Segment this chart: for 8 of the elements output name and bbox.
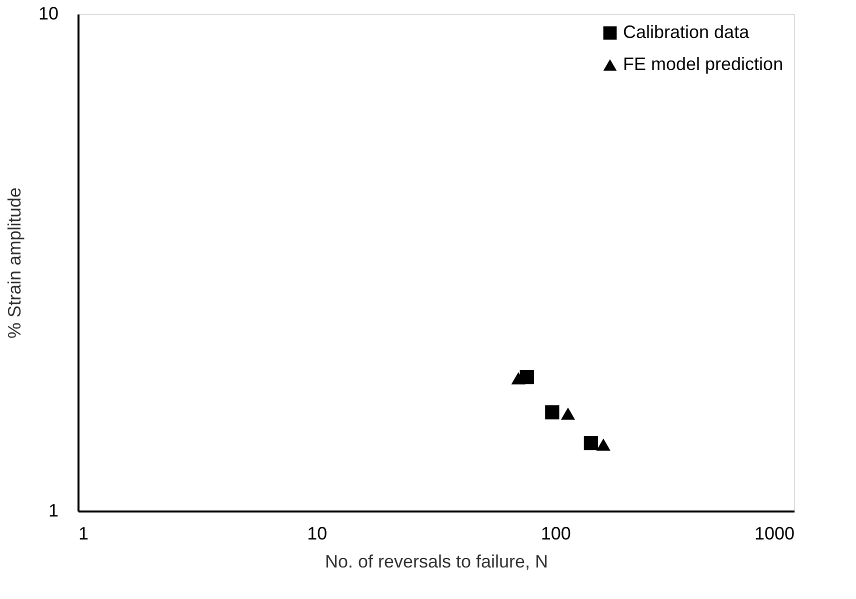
x-tick-label: 10 (307, 524, 328, 544)
legend-label: Calibration data (623, 22, 750, 42)
x-tick-label: 100 (540, 524, 571, 544)
legend-label: FE model prediction (623, 54, 784, 74)
x-tick-label: 1 (78, 524, 89, 544)
x-tick-label: 1000 (754, 524, 794, 544)
x-axis-title: No. of reversals to failure, N (324, 552, 548, 572)
y-axis-title: % Strain amplitude (4, 187, 24, 339)
